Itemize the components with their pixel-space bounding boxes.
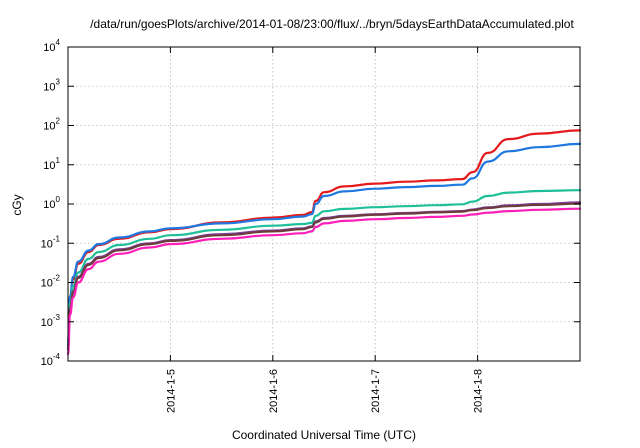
x-axis-label: Coordinated Universal Time (UTC) [232,428,416,442]
series-line [66,142,582,344]
chart-title: /data/run/goesPlots/archive/2014-01-08/2… [90,17,574,31]
x-axis: 2014-1-5 2014-1-6 2014-1-7 2014-1-8 [165,47,485,413]
series-line [66,202,582,351]
y-tick-label: 10-4 [41,352,61,368]
series-line [66,129,582,344]
x-tick-label: 2014-1-5 [165,369,177,413]
y-tick-label: 102 [43,117,60,133]
x-tick-label: 2014-1-7 [370,369,382,413]
y-tick-label: 104 [43,38,60,54]
x-tick-label: 2014-1-8 [473,369,485,413]
y-axis: 10-4 10-3 10-2 10-1 100 101 102 103 104 [41,38,580,368]
y-tick-label: 100 [43,195,60,211]
grid [68,47,580,361]
series-layer [66,129,582,356]
series-line [66,189,582,347]
y-tick-label: 10-1 [41,234,61,250]
y-tick-label: 10-2 [41,274,61,290]
y-tick-label: 103 [43,77,60,93]
y-axis-label: cGy [10,194,24,215]
x-tick-label: 2014-1-6 [268,369,280,413]
y-tick-label: 101 [43,156,60,172]
y-tick-label: 10-3 [41,313,61,329]
series-line [66,207,582,356]
